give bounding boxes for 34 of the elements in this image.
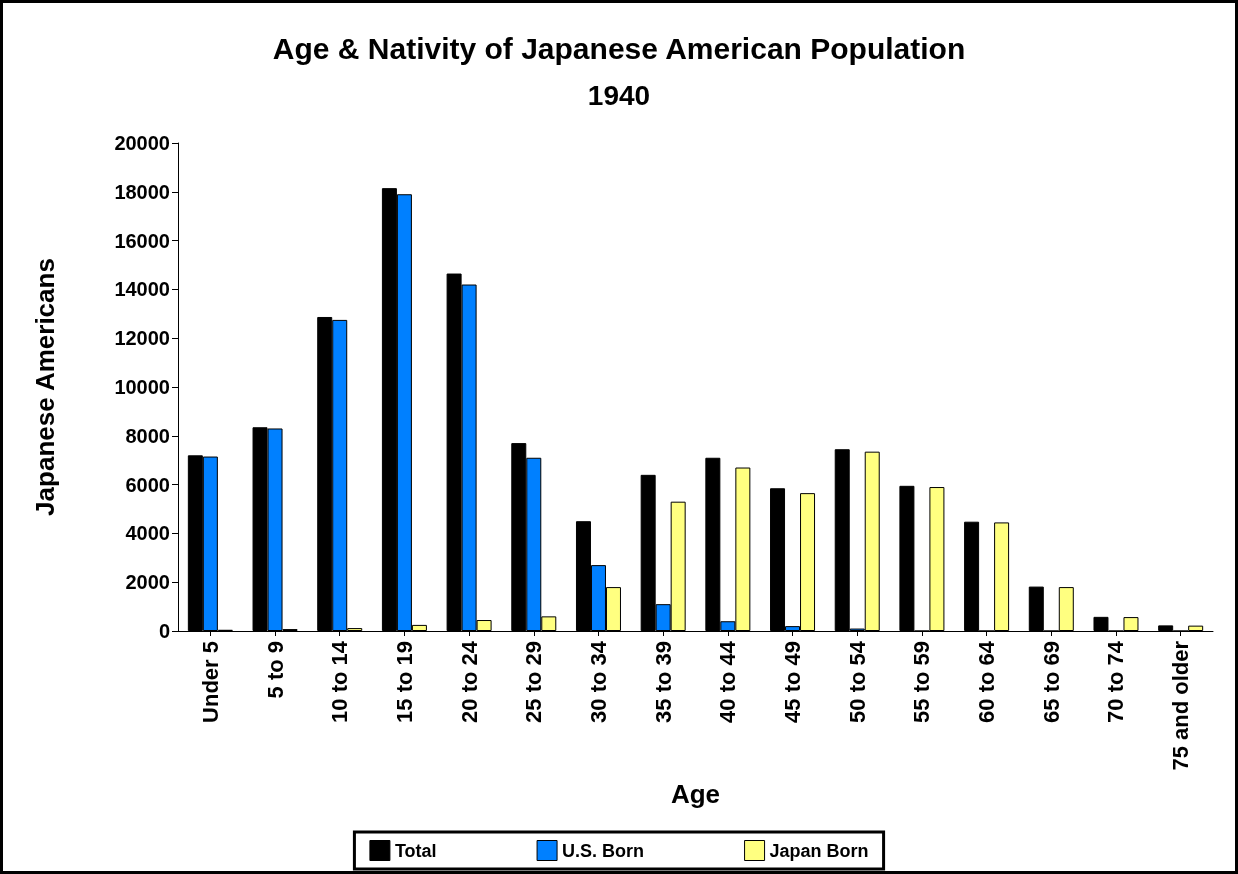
y-axis-title: Japanese Americans xyxy=(30,258,60,516)
x-tick-label: 20 to 24 xyxy=(456,640,482,723)
legend-label: Total xyxy=(394,840,437,861)
y-tick-label: 10000 xyxy=(114,376,170,398)
x-tick-label: 45 to 49 xyxy=(780,641,806,723)
x-tick-label: 75 and older xyxy=(1168,640,1194,771)
x-tick-label: 30 to 34 xyxy=(585,640,611,723)
x-tick-label: 25 to 29 xyxy=(521,641,547,723)
x-tick-label: 40 to 44 xyxy=(715,640,741,723)
x-tick-label: 65 to 69 xyxy=(1038,641,1064,723)
y-tick-label: 2000 xyxy=(125,571,170,594)
x-tick-label: 35 to 39 xyxy=(650,641,676,723)
x-axis-title: Age xyxy=(670,779,721,809)
y-tick-label: 16000 xyxy=(114,229,170,252)
x-tick-label: 70 to 74 xyxy=(1103,640,1129,723)
x-tick-label: 55 to 59 xyxy=(909,641,935,723)
y-tick-label: 20000 xyxy=(114,132,170,154)
x-tick-label: Under 5 xyxy=(197,641,223,723)
x-tick-label: 5 to 9 xyxy=(262,641,288,699)
legend-label: Japan Born xyxy=(769,840,869,861)
x-tick-label: 15 to 19 xyxy=(391,641,417,723)
y-tick-label: 4000 xyxy=(125,522,170,545)
x-tick-label: 50 to 54 xyxy=(844,640,870,723)
x-tick-label: 10 to 14 xyxy=(327,640,353,723)
chart-title: Age & Nativity of Japanese American Population xyxy=(272,31,966,65)
y-tick-label: 8000 xyxy=(125,424,170,447)
legend-label: U.S. Born xyxy=(562,840,645,861)
y-tick-label: 18000 xyxy=(114,180,170,203)
y-tick-label: 14000 xyxy=(114,278,170,301)
y-tick-label: 6000 xyxy=(125,473,170,496)
y-tick-label: 12000 xyxy=(114,327,170,350)
chart-subtitle: 1940 xyxy=(587,79,651,111)
x-tick-label: 60 to 64 xyxy=(974,640,1000,723)
y-tick-label: 0 xyxy=(158,620,170,642)
